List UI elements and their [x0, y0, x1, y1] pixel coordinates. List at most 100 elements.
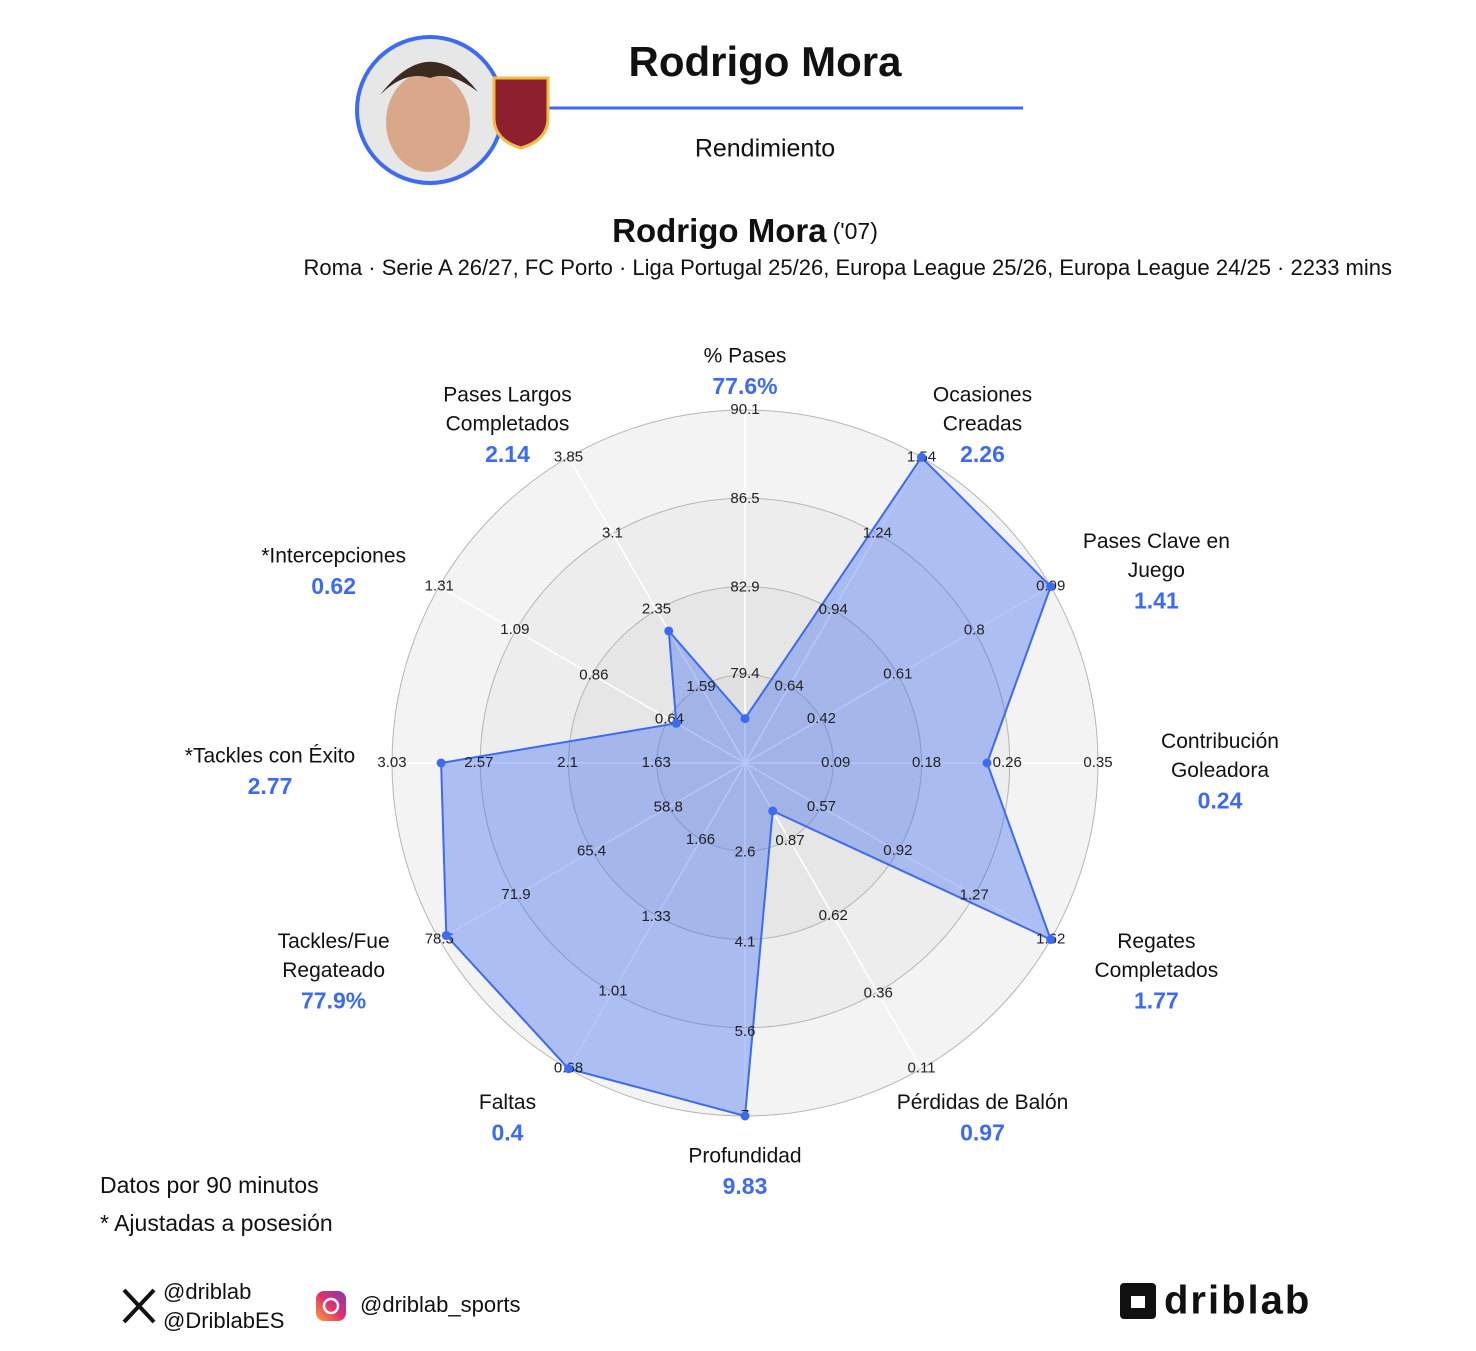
axis-name: Contribución [1161, 730, 1279, 753]
tick-label: 5.6 [735, 1023, 756, 1040]
player-face [386, 72, 470, 172]
tick-label: 2.35 [642, 601, 671, 618]
axis-value: 2.26 [960, 441, 1005, 467]
tick-label: 1.01 [598, 983, 627, 1000]
tick-label: 2.1 [557, 754, 578, 771]
axis-value: 9.83 [723, 1173, 768, 1199]
tick-label: 1.09 [500, 621, 529, 638]
x-icon [122, 1288, 156, 1324]
axis-value: 77.6% [712, 373, 777, 399]
axis-name: *Tackles con Éxito [185, 745, 355, 768]
header-title: Rodrigo Mora [629, 38, 903, 85]
axis-name: Ocasiones [933, 384, 1032, 407]
tick-label: 90.1 [730, 401, 759, 418]
tick-label: 0.36 [864, 985, 893, 1002]
tick-label: 0.62 [819, 907, 848, 924]
tick-label: 3.1 [602, 524, 623, 541]
instagram-icon [316, 1291, 346, 1321]
chart-title-name: Rodrigo Mora [612, 212, 827, 249]
tick-label: 0.35 [1083, 754, 1112, 771]
note: * Ajustadas a posesión [100, 1210, 333, 1236]
radar-point [982, 758, 992, 768]
spoke [744, 585, 1052, 764]
tick-label: 0.94 [819, 601, 848, 618]
radar-point [1046, 935, 1056, 944]
chart-title-suffix: ('07) [833, 218, 878, 244]
tick-label: 0.42 [807, 710, 836, 727]
tick-label: 65.4 [577, 843, 606, 860]
axis-name: Regateado [282, 959, 385, 982]
axis-name: *Intercepciones [261, 545, 406, 568]
tick-label: 0.18 [912, 754, 941, 771]
tick-label: 2.57 [464, 754, 493, 771]
radar-point [740, 714, 750, 724]
axis-name: Tackles/Fue [278, 930, 390, 953]
header-subtitle: Rendimiento [695, 135, 835, 163]
spoke [744, 762, 1052, 941]
tick-label: 0.09 [821, 754, 850, 771]
instagram-handle[interactable]: @driblab_sports [360, 1292, 521, 1317]
axis-value: 1.77 [1134, 988, 1179, 1014]
axis-name: Profundidad [688, 1145, 801, 1168]
axis-value: 77.9% [301, 988, 366, 1014]
radar-point [436, 758, 446, 768]
spoke [744, 456, 923, 764]
instagram-icon-lens [322, 1297, 340, 1315]
tick-label: 0.64 [775, 678, 804, 695]
tick-label: 58.8 [654, 798, 683, 815]
logo: driblab [1164, 1279, 1311, 1323]
chart-title: Rodrigo Mora ('07) [612, 212, 878, 249]
axis-value: 0.24 [1198, 788, 1243, 814]
spoke [438, 762, 746, 941]
axis-name: Juego [1128, 559, 1185, 582]
radar-point [740, 1111, 750, 1121]
tick-label: 71.9 [501, 886, 530, 903]
tick-label: 3.85 [554, 448, 583, 465]
tick-label: 82.9 [730, 579, 759, 596]
axis-name: Completados [446, 413, 570, 436]
axis-name: Pases Largos [443, 384, 571, 407]
tick-label: 1.59 [686, 678, 715, 695]
note: Datos por 90 minutos [100, 1172, 319, 1198]
x-handle[interactable]: @driblab [163, 1279, 251, 1304]
x-handle[interactable]: @DriblabES [163, 1308, 284, 1333]
axis-value: 2.77 [248, 773, 293, 799]
spoke [567, 456, 746, 764]
tick-label: 0.11 [907, 1060, 935, 1077]
tick-label: 1.31 [425, 577, 454, 594]
club-badge [492, 76, 550, 150]
axis-name: Goleadora [1171, 759, 1269, 782]
radar-point [768, 806, 778, 816]
radar-point [917, 452, 926, 462]
tick-label: 0.61 [883, 666, 912, 683]
axis-value: 1.41 [1134, 588, 1179, 614]
tick-label: 0.26 [993, 754, 1022, 771]
tick-label: 4.1 [735, 933, 756, 950]
tick-label: 3.03 [377, 754, 406, 771]
chart-subtitle: Roma · Serie A 26/27, FC Porto · Liga Po… [304, 255, 1393, 280]
radar-point [441, 930, 451, 940]
axis-value: 0.97 [960, 1119, 1005, 1145]
tick-label: 2.6 [735, 844, 756, 861]
tick-label: 1.66 [686, 831, 715, 848]
player-hair [380, 61, 478, 95]
axis-value: 0.62 [311, 573, 356, 599]
axis-name: Regates [1117, 930, 1195, 953]
tick-label: 79.4 [730, 665, 759, 682]
axis-name: Pérdidas de Balón [897, 1091, 1069, 1114]
tick-label: 0.87 [775, 832, 804, 849]
tick-label: 1.33 [641, 908, 670, 925]
spoke [438, 585, 746, 764]
tick-label: 1.63 [642, 754, 671, 771]
radar: 79.482.986.590.10.640.941.241.540.420.61… [185, 345, 1279, 1200]
radar-point [1046, 582, 1056, 591]
tick-label: 0.92 [883, 842, 912, 859]
tick-label: 86.5 [730, 490, 759, 507]
axis-name: % Pases [704, 345, 787, 368]
axis-name: Pases Clave en [1083, 530, 1230, 553]
axis-value: 2.14 [485, 441, 530, 467]
tick-label: 0.86 [579, 667, 608, 684]
tick-label: 0.8 [964, 622, 985, 639]
